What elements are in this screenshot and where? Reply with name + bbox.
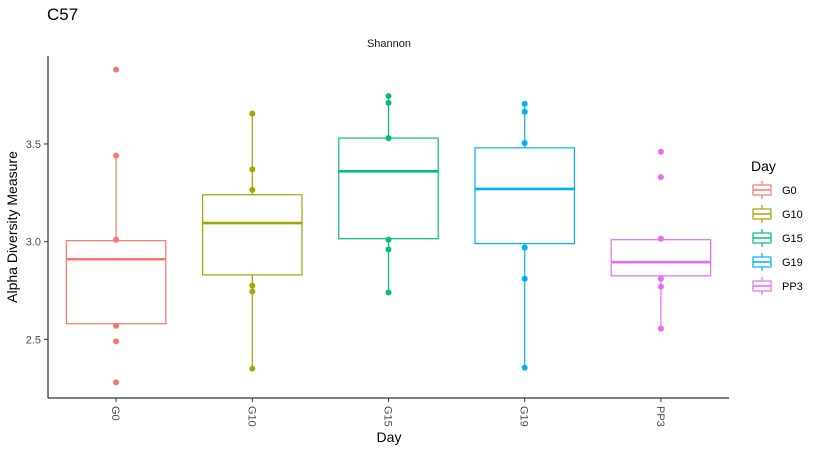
data-point [657, 235, 664, 242]
legend-label: PP3 [782, 281, 803, 293]
data-point [249, 282, 256, 289]
y-tick-label: 2.5 [26, 334, 41, 346]
data-point [385, 93, 392, 100]
x-axis-ticks: G0 G10 G15 G19 PP3 [109, 398, 666, 427]
data-point [521, 139, 528, 146]
x-tick-label: G15 [382, 406, 394, 427]
chart-title: C57 [47, 5, 78, 24]
facet-label: Shannon [367, 38, 411, 50]
x-tick-label: G0 [109, 406, 121, 421]
box-iqr [201, 194, 303, 276]
box-group-g0 [65, 66, 167, 386]
y-axis-ticks: 2.5 3.0 3.5 [26, 139, 48, 346]
plot-area [65, 66, 712, 386]
box-group-g15 [338, 93, 439, 296]
box-iqr [338, 137, 439, 240]
data-point [657, 325, 664, 332]
data-point [113, 338, 120, 345]
box-group-g19 [474, 100, 576, 371]
data-point [385, 135, 392, 142]
data-point [521, 275, 528, 282]
data-point [249, 365, 256, 372]
data-point [249, 110, 256, 117]
legend-label: G0 [782, 185, 797, 197]
legend-item-g0: G0 [752, 181, 797, 199]
legend-label: G10 [782, 209, 803, 221]
box-iqr [610, 239, 712, 277]
data-point [113, 322, 120, 329]
x-axis-title: Day [377, 429, 402, 445]
data-point [385, 289, 392, 296]
y-axis-title: Alpha Diversity Measure [4, 151, 20, 303]
legend-item-pp3: PP3 [752, 277, 803, 295]
y-tick-label: 3.0 [26, 237, 41, 249]
data-point [249, 288, 256, 295]
box-iqr [65, 240, 167, 325]
legend-label: G19 [782, 257, 803, 269]
data-point [657, 275, 664, 282]
data-point [657, 174, 664, 181]
data-point [385, 236, 392, 243]
data-point [521, 100, 528, 107]
legend: Day G0 G10 G15 G19 PP3 [751, 158, 803, 295]
box-group-g10 [201, 110, 303, 372]
data-point [657, 283, 664, 290]
data-point [521, 244, 528, 251]
data-point [249, 186, 256, 193]
box-iqr [474, 147, 576, 245]
data-point [385, 99, 392, 106]
data-point [249, 166, 256, 173]
legend-item-g10: G10 [752, 205, 803, 223]
data-point [113, 236, 120, 243]
x-tick-label: G10 [245, 406, 257, 427]
legend-title: Day [751, 158, 776, 174]
data-point [657, 148, 664, 155]
data-point [385, 246, 392, 253]
data-point [521, 364, 528, 371]
legend-item-g15: G15 [752, 229, 803, 247]
data-point [113, 152, 120, 159]
y-tick-label: 3.5 [26, 139, 41, 151]
data-point [113, 379, 120, 386]
legend-label: G15 [782, 233, 803, 245]
x-tick-label: G19 [518, 406, 530, 427]
legend-item-g19: G19 [752, 253, 803, 271]
box-group-pp3 [610, 148, 712, 332]
data-point [113, 66, 120, 73]
x-tick-label: PP3 [654, 406, 666, 427]
data-point [521, 108, 528, 115]
